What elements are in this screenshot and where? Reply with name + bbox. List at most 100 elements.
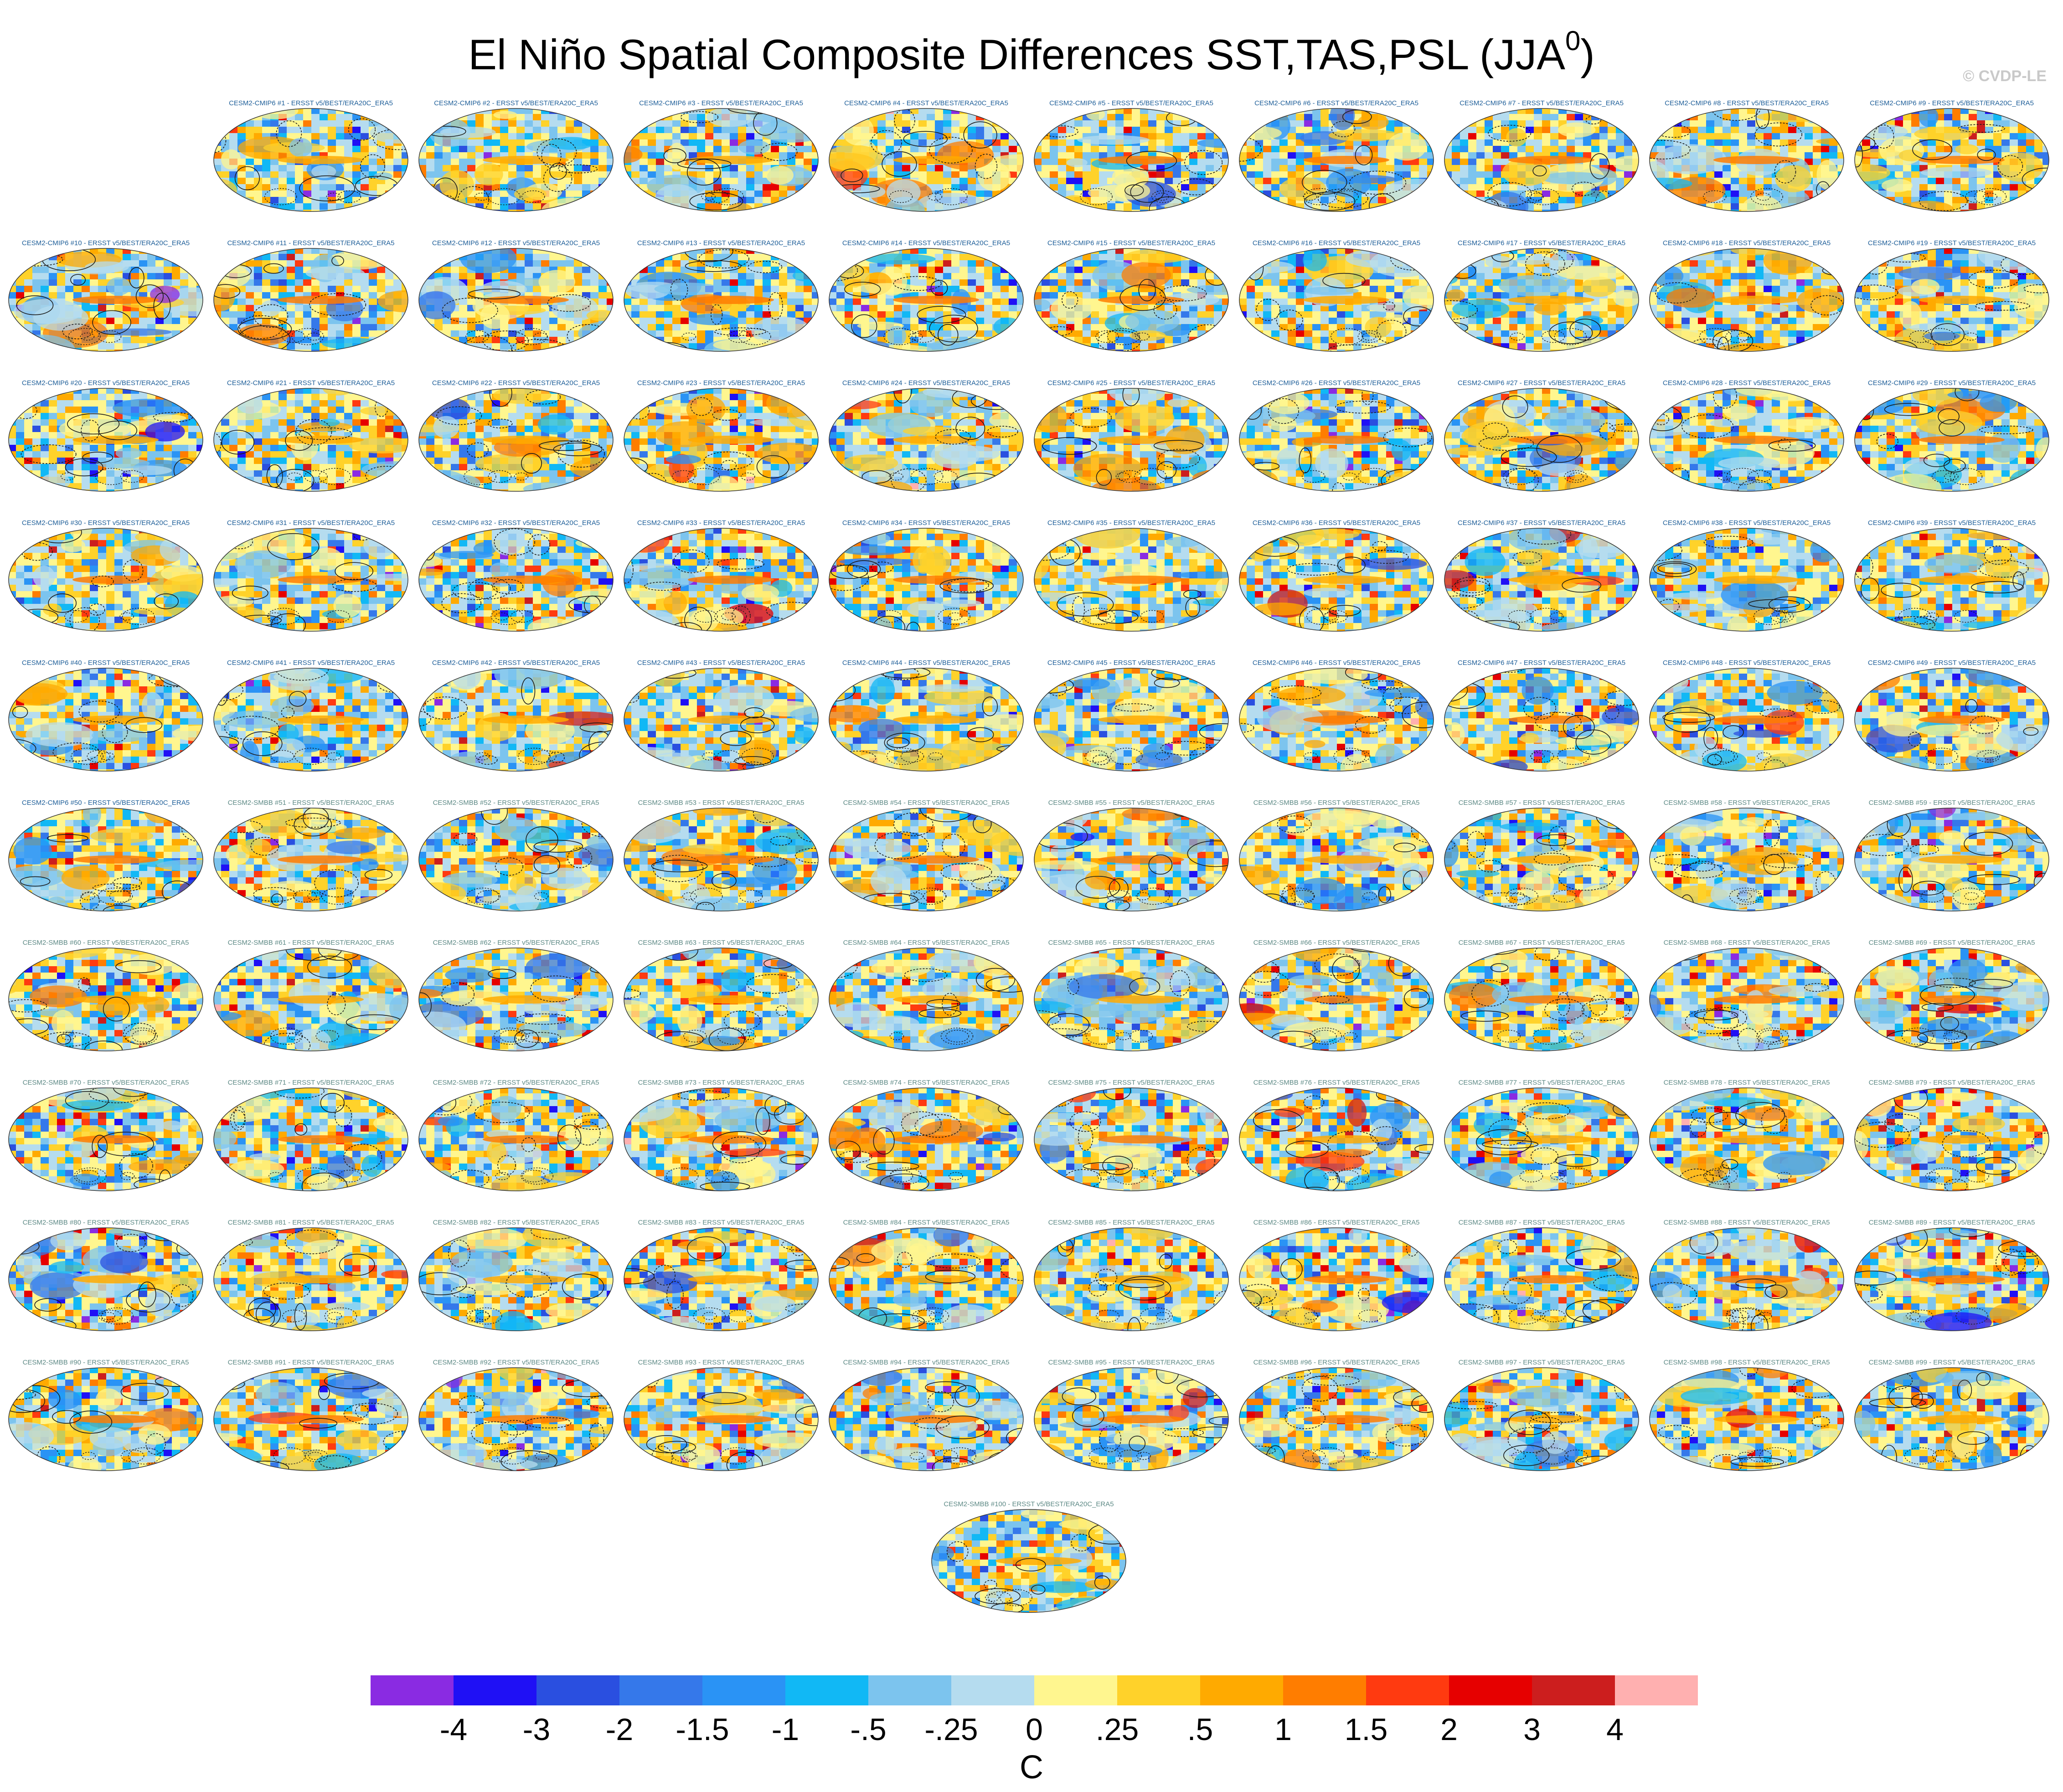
panel-label: CESM2-SMBB #100 - ERSST v5/BEST/ERA20C_E… (928, 1500, 1129, 1509)
panel-label: CESM2-CMIP6 #49 - ERSST v5/BEST/ERA20C_E… (1852, 659, 2052, 667)
map-panel: CESM2-CMIP6 #13 - ERSST v5/BEST/ERA20C_E… (621, 239, 821, 376)
map-panel: CESM2-CMIP6 #50 - ERSST v5/BEST/ERA20C_E… (5, 799, 206, 936)
panel-label: CESM2-CMIP6 #37 - ERSST v5/BEST/ERA20C_E… (1441, 519, 1642, 527)
global-map (1649, 388, 1844, 492)
map-panel: CESM2-SMBB #70 - ERSST v5/BEST/ERA20C_ER… (5, 1079, 206, 1215)
map-panel: CESM2-CMIP6 #47 - ERSST v5/BEST/ERA20C_E… (1441, 659, 1642, 796)
map-panel: CESM2-CMIP6 #5 - ERSST v5/BEST/ERA20C_ER… (1031, 99, 1232, 236)
map-panel: CESM2-CMIP6 #28 - ERSST v5/BEST/ERA20C_E… (1646, 379, 1847, 516)
panel-label: CESM2-SMBB #88 - ERSST v5/BEST/ERA20C_ER… (1646, 1219, 1847, 1227)
global-map (8, 947, 203, 1051)
global-map (1854, 1227, 2049, 1331)
panel-label: CESM2-CMIP6 #15 - ERSST v5/BEST/ERA20C_E… (1031, 239, 1232, 247)
map-panel: CESM2-SMBB #64 - ERSST v5/BEST/ERA20C_ER… (826, 939, 1026, 1076)
panel-label: CESM2-CMIP6 #29 - ERSST v5/BEST/ERA20C_E… (1852, 379, 2052, 387)
global-map (213, 1087, 408, 1191)
map-panel: CESM2-SMBB #68 - ERSST v5/BEST/ERA20C_ER… (1646, 939, 1847, 1076)
colorbar-tick-label: 2 (1440, 1712, 1458, 1747)
global-map (829, 808, 1024, 911)
global-map (1239, 248, 1434, 352)
global-map (8, 1227, 203, 1331)
panel-label: CESM2-CMIP6 #25 - ERSST v5/BEST/ERA20C_E… (1031, 379, 1232, 387)
map-panel: CESM2-SMBB #100 - ERSST v5/BEST/ERA20C_E… (928, 1500, 1129, 1637)
global-map (418, 947, 614, 1051)
global-map (1444, 947, 1639, 1051)
panel-label: CESM2-SMBB #87 - ERSST v5/BEST/ERA20C_ER… (1441, 1219, 1642, 1227)
global-map (1444, 1227, 1639, 1331)
map-panel: CESM2-CMIP6 #39 - ERSST v5/BEST/ERA20C_E… (1852, 519, 2052, 656)
global-map (1649, 108, 1844, 212)
credit-watermark: © CVDP-LE (1951, 67, 2047, 85)
global-map (1444, 388, 1639, 492)
panel-label: CESM2-CMIP6 #40 - ERSST v5/BEST/ERA20C_E… (5, 659, 206, 667)
panel-label: CESM2-SMBB #65 - ERSST v5/BEST/ERA20C_ER… (1031, 939, 1232, 947)
map-panel: CESM2-CMIP6 #24 - ERSST v5/BEST/ERA20C_E… (826, 379, 1026, 516)
global-map (931, 1509, 1126, 1613)
map-panel: CESM2-SMBB #75 - ERSST v5/BEST/ERA20C_ER… (1031, 1079, 1232, 1215)
panel-label: CESM2-CMIP6 #20 - ERSST v5/BEST/ERA20C_E… (5, 379, 206, 387)
map-panel: CESM2-SMBB #88 - ERSST v5/BEST/ERA20C_ER… (1646, 1219, 1847, 1355)
colorbar-box (371, 1675, 454, 1705)
panel-label: CESM2-CMIP6 #3 - ERSST v5/BEST/ERA20C_ER… (621, 99, 821, 108)
panel-label: CESM2-CMIP6 #11 - ERSST v5/BEST/ERA20C_E… (211, 239, 411, 247)
panel-label: CESM2-CMIP6 #21 - ERSST v5/BEST/ERA20C_E… (211, 379, 411, 387)
global-map (1239, 947, 1434, 1051)
map-panel: CESM2-SMBB #78 - ERSST v5/BEST/ERA20C_ER… (1646, 1079, 1847, 1215)
global-map (624, 668, 819, 772)
map-panel: CESM2-CMIP6 #29 - ERSST v5/BEST/ERA20C_E… (1852, 379, 2052, 516)
panel-label: CESM2-CMIP6 #26 - ERSST v5/BEST/ERA20C_E… (1236, 379, 1437, 387)
map-panel: CESM2-SMBB #83 - ERSST v5/BEST/ERA20C_ER… (621, 1219, 821, 1355)
map-panel: CESM2-CMIP6 #44 - ERSST v5/BEST/ERA20C_E… (826, 659, 1026, 796)
colorbar-box (1200, 1675, 1283, 1705)
global-map (829, 1087, 1024, 1191)
global-map (829, 388, 1024, 492)
panel-label: CESM2-CMIP6 #27 - ERSST v5/BEST/ERA20C_E… (1441, 379, 1642, 387)
map-panel: CESM2-SMBB #66 - ERSST v5/BEST/ERA20C_ER… (1236, 939, 1437, 1076)
map-panel: CESM2-CMIP6 #18 - ERSST v5/BEST/ERA20C_E… (1646, 239, 1847, 376)
panel-label: CESM2-SMBB #91 - ERSST v5/BEST/ERA20C_ER… (211, 1359, 411, 1367)
panel-label: CESM2-CMIP6 #36 - ERSST v5/BEST/ERA20C_E… (1236, 519, 1437, 527)
global-map (418, 668, 614, 772)
global-map (829, 947, 1024, 1051)
panel-label: CESM2-CMIP6 #2 - ERSST v5/BEST/ERA20C_ER… (416, 99, 616, 108)
colorbar-box (619, 1675, 702, 1705)
panel-label: CESM2-SMBB #57 - ERSST v5/BEST/ERA20C_ER… (1441, 799, 1642, 807)
panel-label: CESM2-CMIP6 #30 - ERSST v5/BEST/ERA20C_E… (5, 519, 206, 527)
global-map (418, 388, 614, 492)
global-map (1649, 808, 1844, 911)
map-panel: CESM2-SMBB #86 - ERSST v5/BEST/ERA20C_ER… (1236, 1219, 1437, 1355)
global-map (1034, 1227, 1229, 1331)
title-superscript: 0 (1565, 26, 1580, 56)
title-close: ) (1580, 31, 1594, 78)
global-map (213, 108, 408, 212)
panel-label: CESM2-CMIP6 #39 - ERSST v5/BEST/ERA20C_E… (1852, 519, 2052, 527)
map-panel: CESM2-SMBB #89 - ERSST v5/BEST/ERA20C_ER… (1852, 1219, 2052, 1355)
panel-label: CESM2-CMIP6 #50 - ERSST v5/BEST/ERA20C_E… (5, 799, 206, 807)
global-map (1034, 668, 1229, 772)
global-map (1444, 248, 1639, 352)
map-panel: CESM2-CMIP6 #34 - ERSST v5/BEST/ERA20C_E… (826, 519, 1026, 656)
panel-label: CESM2-SMBB #97 - ERSST v5/BEST/ERA20C_ER… (1441, 1359, 1642, 1367)
map-panel: CESM2-SMBB #65 - ERSST v5/BEST/ERA20C_ER… (1031, 939, 1232, 1076)
panel-label: CESM2-CMIP6 #44 - ERSST v5/BEST/ERA20C_E… (826, 659, 1026, 667)
global-map (624, 388, 819, 492)
panel-label: CESM2-CMIP6 #42 - ERSST v5/BEST/ERA20C_E… (416, 659, 616, 667)
map-panel: CESM2-SMBB #79 - ERSST v5/BEST/ERA20C_ER… (1852, 1079, 2052, 1215)
map-panel: CESM2-CMIP6 #16 - ERSST v5/BEST/ERA20C_E… (1236, 239, 1437, 376)
panel-label: CESM2-CMIP6 #46 - ERSST v5/BEST/ERA20C_E… (1236, 659, 1437, 667)
map-panel: CESM2-CMIP6 #27 - ERSST v5/BEST/ERA20C_E… (1441, 379, 1642, 516)
colorbar-box (702, 1675, 785, 1705)
map-panel: CESM2-CMIP6 #9 - ERSST v5/BEST/ERA20C_ER… (1852, 99, 2052, 236)
global-map (1444, 108, 1639, 212)
global-map (624, 1367, 819, 1471)
colorbar-unit-label: C (1020, 1749, 1043, 1786)
colorbar-box (1283, 1675, 1366, 1705)
map-panel: CESM2-CMIP6 #48 - ERSST v5/BEST/ERA20C_E… (1646, 659, 1847, 796)
panel-label: CESM2-SMBB #94 - ERSST v5/BEST/ERA20C_ER… (826, 1359, 1026, 1367)
panel-label: CESM2-CMIP6 #31 - ERSST v5/BEST/ERA20C_E… (211, 519, 411, 527)
global-map (1239, 1227, 1434, 1331)
global-map (418, 808, 614, 911)
global-map (1444, 528, 1639, 632)
colorbar-tick-label: -.25 (924, 1712, 978, 1747)
global-map (8, 1087, 203, 1191)
